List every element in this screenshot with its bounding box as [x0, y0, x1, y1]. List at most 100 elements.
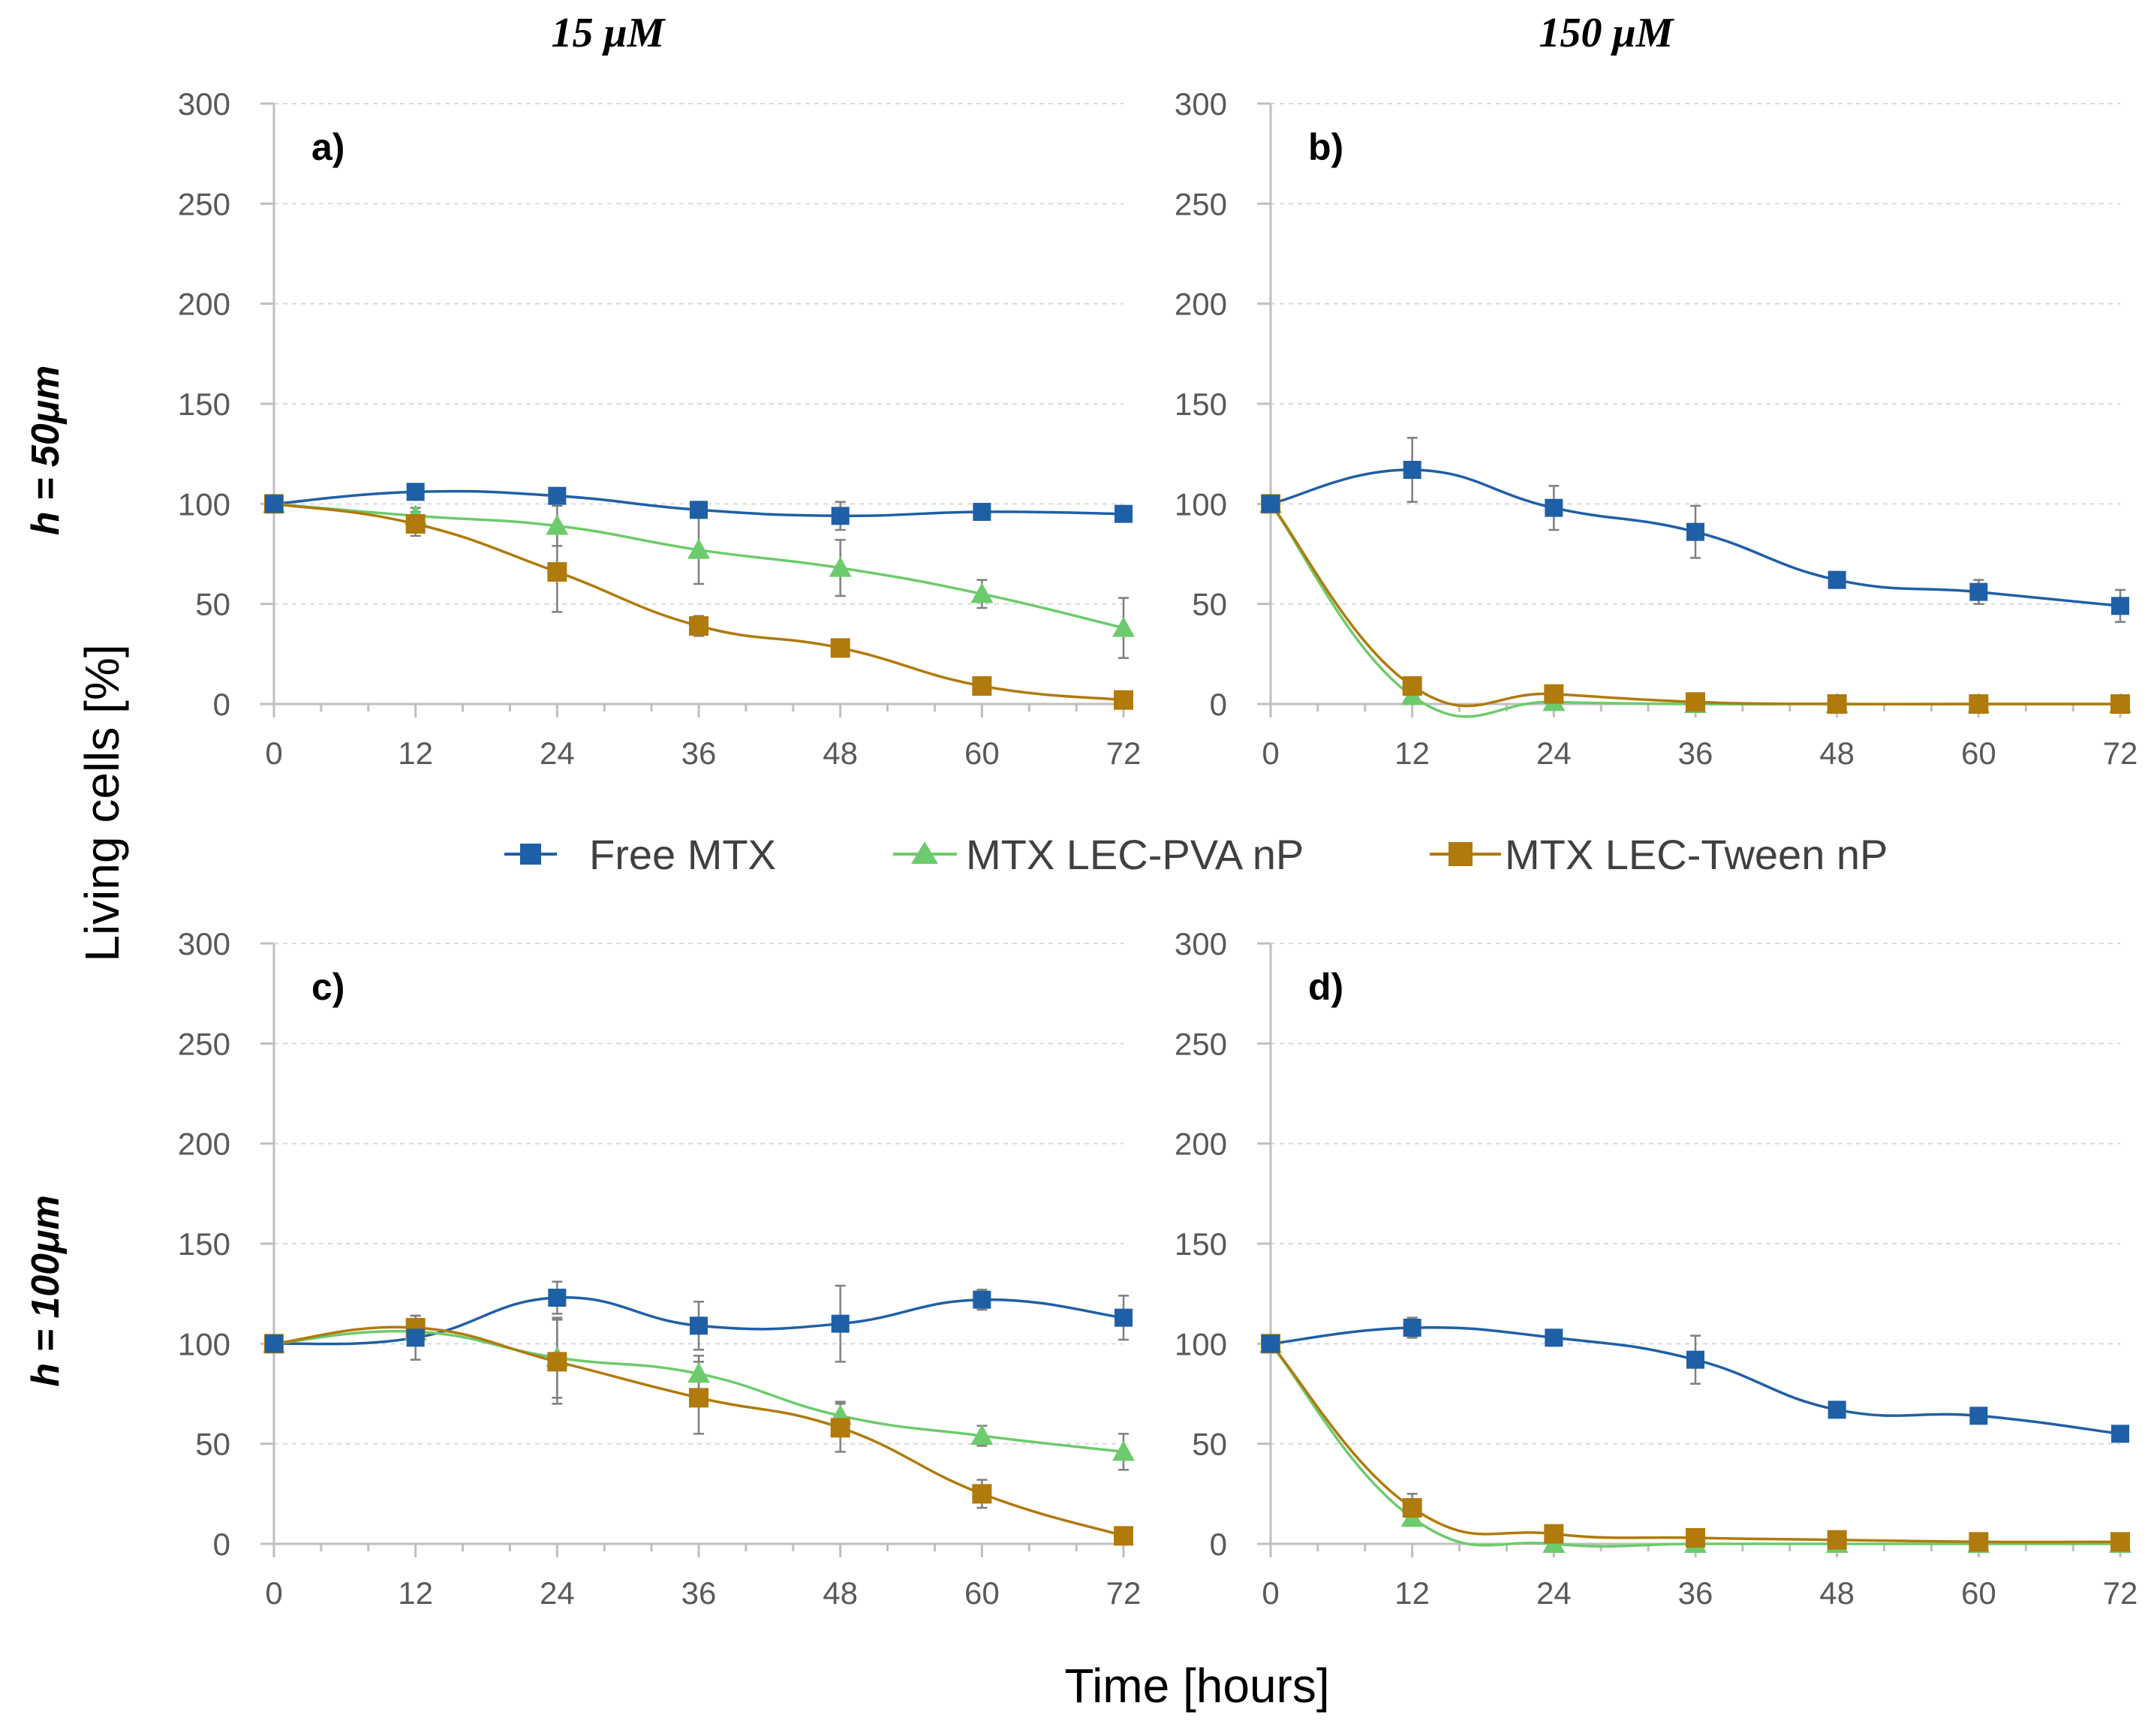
y-tick-label: 250	[178, 1026, 230, 1061]
x-tick-label: 12	[1394, 736, 1430, 771]
y-tick-label: 300	[1175, 926, 1227, 961]
x-tick-label: 72	[1106, 736, 1142, 771]
data-point-square	[1828, 1401, 1846, 1419]
data-point-square	[1827, 1530, 1847, 1550]
data-point-square	[1115, 504, 1133, 523]
x-tick-label: 12	[1394, 1575, 1430, 1611]
y-tick-label: 200	[178, 1127, 230, 1162]
data-point-square	[1115, 1308, 1133, 1327]
y-tick-label: 300	[178, 86, 230, 122]
x-tick-label: 36	[1678, 736, 1713, 771]
x-tick-label: 36	[1678, 1575, 1713, 1611]
x-tick-label: 12	[398, 736, 433, 771]
x-tick-label: 60	[1961, 736, 1996, 771]
x-tick-label: 0	[265, 736, 282, 771]
x-tick-label: 48	[1819, 1575, 1855, 1611]
y-tick-label: 50	[195, 587, 230, 622]
x-tick-label: 72	[1106, 1575, 1142, 1611]
row-title-h100: h = 100μm	[24, 1195, 68, 1386]
y-tick-label: 100	[178, 486, 230, 522]
data-point-square	[1545, 498, 1563, 517]
data-point-square	[1402, 1498, 1422, 1518]
y-tick-label: 100	[178, 1326, 230, 1361]
data-point-square	[1403, 461, 1421, 479]
x-tick-label: 24	[540, 1575, 575, 1611]
data-point-square	[1403, 1319, 1421, 1337]
data-point-square	[1402, 676, 1422, 696]
data-point-square	[972, 676, 992, 696]
y-tick-label: 0	[213, 1527, 230, 1562]
x-tick-label: 24	[540, 736, 575, 771]
legend-square-marker-icon	[1449, 842, 1473, 866]
data-point-square	[1969, 694, 1989, 714]
data-point-square	[972, 1484, 992, 1504]
y-tick-label: 150	[1175, 387, 1227, 422]
data-point-square	[1969, 582, 1988, 601]
x-tick-label: 24	[1536, 736, 1572, 771]
legend-label-lec-pva: MTX LEC-PVA nP	[966, 831, 1304, 878]
data-point-square	[1544, 684, 1564, 704]
panel-label: a)	[311, 126, 344, 168]
data-point-square	[1969, 1407, 1988, 1425]
legend-item-free-mtx: Free MTX	[504, 831, 776, 878]
legend-square-marker-icon	[520, 844, 541, 865]
data-point-square	[2110, 1532, 2130, 1552]
panel-label: c)	[311, 966, 344, 1008]
row-title-h50: h = 50μm	[24, 366, 68, 535]
y-tick-label: 50	[195, 1427, 230, 1462]
data-point-triangle	[1112, 616, 1135, 637]
panel-label: b)	[1308, 126, 1343, 168]
data-point-square	[2111, 1425, 2129, 1443]
data-point-square	[690, 1316, 708, 1335]
data-point-square	[1686, 692, 1705, 712]
data-point-square	[1686, 1350, 1704, 1369]
y-tick-label: 150	[1175, 1226, 1227, 1262]
x-tick-label: 0	[1262, 1575, 1279, 1611]
data-point-square	[973, 1290, 991, 1309]
y-tick-label: 0	[1210, 1527, 1227, 1562]
column-title-15uM: 15 μM	[552, 10, 666, 56]
panel-label: d)	[1308, 966, 1343, 1008]
x-tick-label: 36	[681, 736, 717, 771]
data-point-square	[547, 1352, 567, 1372]
data-point-square	[548, 1289, 567, 1307]
x-tick-label: 0	[265, 1575, 282, 1611]
data-point-triangle	[687, 1362, 710, 1383]
panel-a: 0 50 100 150 200 250 300 0 12 24 36 48 60 72 a)	[178, 86, 1141, 771]
data-point-triangle	[829, 556, 852, 577]
x-tick-label: 60	[964, 1575, 1000, 1611]
data-point-triangle	[970, 582, 994, 603]
data-point-square	[689, 616, 708, 636]
data-point-triangle	[687, 538, 710, 559]
data-point-square	[265, 495, 283, 513]
x-axis-title: Time [hours]	[1064, 1659, 1329, 1713]
data-point-square	[831, 1314, 850, 1333]
data-point-square	[1827, 694, 1847, 714]
data-point-square	[548, 486, 567, 505]
y-tick-label: 200	[1175, 287, 1227, 322]
data-point-square	[831, 507, 850, 525]
data-point-square	[973, 503, 991, 521]
legend: Free MTX MTX LEC-PVA nP MTX LEC-Tween nP	[504, 831, 1888, 878]
data-point-square	[2110, 694, 2130, 714]
data-point-square	[1686, 522, 1704, 541]
data-point-square	[1969, 1532, 1989, 1552]
data-point-square	[830, 638, 850, 658]
y-tick-label: 0	[213, 687, 230, 722]
x-tick-label: 0	[1262, 736, 1279, 771]
column-title-150uM: 150 μM	[1539, 10, 1675, 56]
data-point-square	[1262, 1334, 1280, 1353]
data-point-square	[690, 501, 708, 519]
data-point-square	[1114, 1526, 1133, 1546]
y-tick-label: 250	[1175, 186, 1227, 221]
data-point-square	[1544, 1524, 1564, 1544]
x-tick-label: 60	[964, 736, 1000, 771]
data-point-triangle	[1112, 1440, 1135, 1461]
x-tick-label: 36	[681, 1575, 717, 1611]
data-point-square	[265, 1334, 283, 1353]
data-point-square	[1828, 570, 1846, 589]
legend-item-lec-pva: MTX LEC-PVA nP	[893, 831, 1304, 878]
legend-label-lec-tween: MTX LEC-Tween nP	[1505, 831, 1888, 878]
data-point-square	[1262, 495, 1280, 513]
